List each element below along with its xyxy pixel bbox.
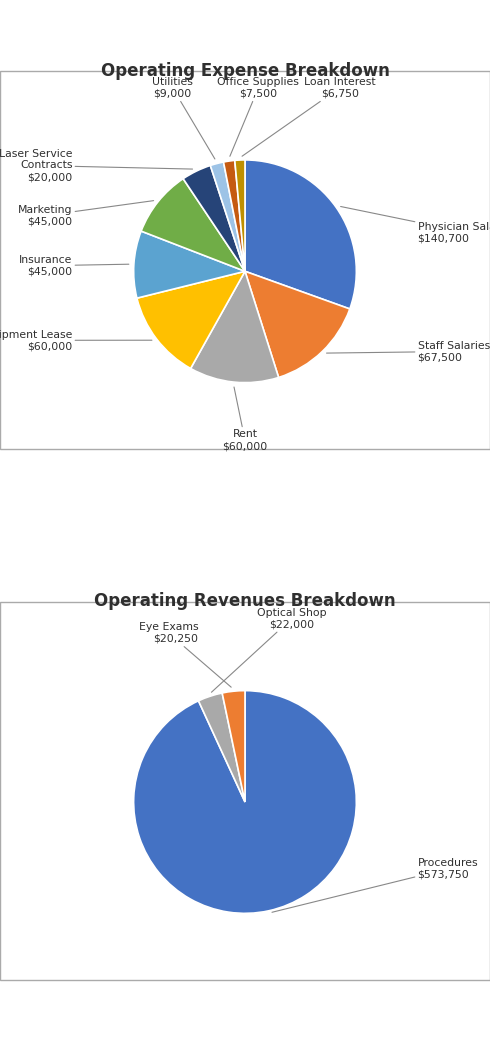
Text: Operating Expense Breakdown: Operating Expense Breakdown [100, 62, 390, 80]
Text: Loan Interest
$6,750: Loan Interest $6,750 [242, 77, 375, 157]
Text: Insurance
$45,000: Insurance $45,000 [19, 255, 129, 276]
Wedge shape [198, 693, 245, 802]
Text: Laser Service
Contracts
$20,000: Laser Service Contracts $20,000 [0, 149, 193, 182]
Text: Utilities
$9,000: Utilities $9,000 [152, 77, 215, 159]
Text: Staff Salaries
$67,500: Staff Salaries $67,500 [326, 341, 490, 363]
Text: Office Supplies
$7,500: Office Supplies $7,500 [218, 77, 299, 157]
Text: Rent
$60,000: Rent $60,000 [222, 387, 268, 451]
Wedge shape [222, 691, 245, 802]
Text: Physician Salaries
$140,700: Physician Salaries $140,700 [341, 206, 490, 243]
Text: Operating Revenues Breakdown: Operating Revenues Breakdown [94, 593, 396, 611]
Wedge shape [134, 691, 356, 913]
Wedge shape [191, 271, 279, 383]
Wedge shape [141, 179, 245, 271]
Bar [0, 601, 490, 981]
Bar [0, 70, 490, 450]
Text: Eye Exams
$20,250: Eye Exams $20,250 [139, 622, 231, 687]
Wedge shape [223, 161, 245, 271]
Text: Optical Shop
$22,000: Optical Shop $22,000 [212, 607, 327, 693]
Wedge shape [183, 165, 245, 271]
Text: Marketing
$45,000: Marketing $45,000 [18, 201, 153, 226]
Wedge shape [235, 160, 245, 271]
Wedge shape [245, 160, 356, 309]
Wedge shape [210, 162, 245, 271]
Wedge shape [134, 231, 245, 298]
Wedge shape [245, 271, 350, 377]
Text: Procedures
$573,750: Procedures $573,750 [272, 858, 478, 912]
Wedge shape [137, 271, 245, 369]
Text: Equipment Lease
$60,000: Equipment Lease $60,000 [0, 330, 152, 351]
